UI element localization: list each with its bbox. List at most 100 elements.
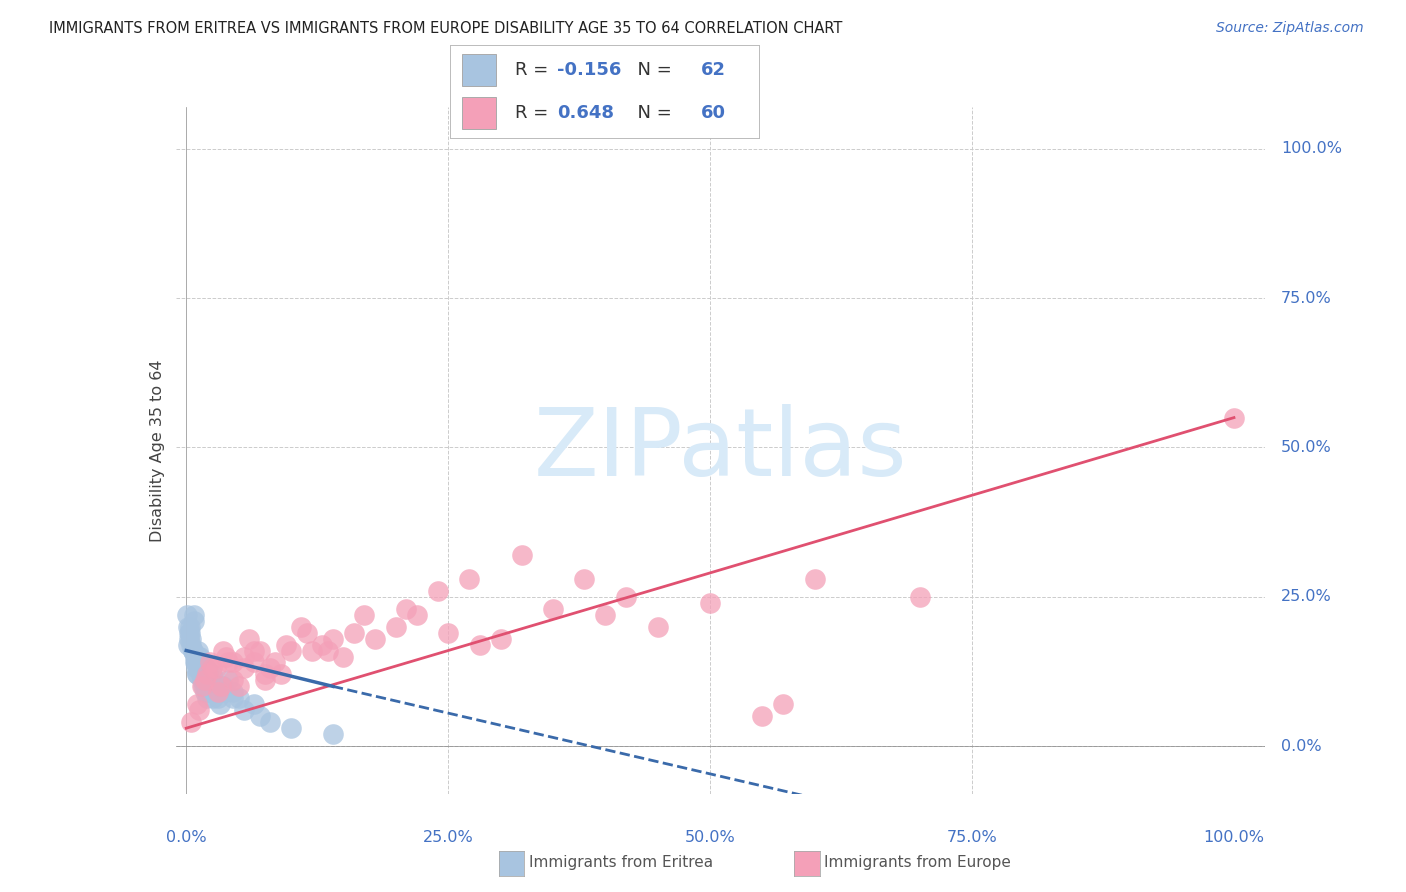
- Text: ZIPatlas: ZIPatlas: [534, 404, 907, 497]
- Point: [222, 685, 245, 699]
- Point: [243, 698, 266, 712]
- FancyBboxPatch shape: [463, 54, 496, 86]
- Text: Source: ZipAtlas.com: Source: ZipAtlas.com: [1216, 21, 1364, 35]
- Point: [647, 620, 669, 634]
- Point: [179, 632, 201, 646]
- Text: IMMIGRANTS FROM ERITREA VS IMMIGRANTS FROM EUROPE DISABILITY AGE 35 TO 64 CORREL: IMMIGRANTS FROM ERITREA VS IMMIGRANTS FR…: [49, 21, 842, 36]
- Point: [228, 691, 250, 706]
- Point: [270, 667, 292, 681]
- Point: [201, 667, 224, 681]
- Text: 50.0%: 50.0%: [1281, 440, 1331, 455]
- Point: [176, 607, 198, 622]
- Point: [232, 661, 254, 675]
- Point: [200, 685, 222, 699]
- Text: N =: N =: [626, 104, 678, 122]
- Point: [574, 572, 596, 586]
- Point: [183, 656, 205, 670]
- Point: [405, 607, 427, 622]
- Point: [191, 673, 214, 688]
- Text: R =: R =: [515, 104, 554, 122]
- Point: [191, 661, 214, 675]
- Point: [238, 632, 260, 646]
- Point: [191, 667, 214, 681]
- Point: [179, 620, 201, 634]
- Text: 0.0%: 0.0%: [1281, 739, 1322, 754]
- Point: [458, 572, 481, 586]
- Point: [207, 685, 229, 699]
- Point: [1223, 410, 1246, 425]
- Text: 25.0%: 25.0%: [423, 830, 474, 845]
- Point: [343, 625, 366, 640]
- Point: [200, 679, 222, 693]
- Point: [295, 625, 318, 640]
- Point: [184, 656, 207, 670]
- Point: [259, 661, 281, 675]
- Point: [772, 698, 794, 712]
- Point: [181, 643, 204, 657]
- Text: R =: R =: [515, 61, 554, 78]
- Point: [179, 625, 201, 640]
- Point: [200, 656, 222, 670]
- Text: 50.0%: 50.0%: [685, 830, 735, 845]
- Text: -0.156: -0.156: [557, 61, 621, 78]
- Point: [209, 679, 232, 693]
- Point: [195, 667, 218, 681]
- Point: [243, 643, 266, 657]
- Point: [180, 632, 202, 646]
- Point: [232, 649, 254, 664]
- Text: 100.0%: 100.0%: [1281, 141, 1343, 156]
- Point: [202, 691, 225, 706]
- Point: [259, 715, 281, 730]
- Point: [468, 638, 491, 652]
- Point: [183, 649, 205, 664]
- Point: [249, 643, 271, 657]
- Point: [208, 698, 231, 712]
- Point: [183, 607, 205, 622]
- Point: [437, 625, 460, 640]
- Point: [384, 620, 406, 634]
- Point: [187, 703, 209, 717]
- Point: [195, 685, 218, 699]
- Point: [908, 590, 931, 604]
- Point: [186, 698, 208, 712]
- Point: [489, 632, 512, 646]
- Point: [190, 656, 212, 670]
- Point: [194, 673, 217, 688]
- Point: [204, 685, 226, 699]
- Point: [274, 638, 297, 652]
- Point: [183, 614, 205, 628]
- Point: [179, 625, 201, 640]
- Point: [217, 656, 239, 670]
- Text: 25.0%: 25.0%: [1281, 590, 1331, 604]
- Point: [177, 620, 200, 634]
- Point: [177, 638, 200, 652]
- Text: 75.0%: 75.0%: [946, 830, 997, 845]
- Point: [222, 656, 245, 670]
- Point: [193, 673, 215, 688]
- Point: [180, 715, 202, 730]
- Point: [751, 709, 773, 723]
- Point: [541, 601, 564, 615]
- Point: [332, 649, 354, 664]
- Text: 0.0%: 0.0%: [166, 830, 207, 845]
- Point: [184, 661, 207, 675]
- Point: [187, 656, 209, 670]
- Point: [290, 620, 312, 634]
- Text: N =: N =: [626, 61, 678, 78]
- Point: [253, 673, 276, 688]
- Point: [215, 649, 238, 664]
- Point: [187, 643, 209, 657]
- Point: [194, 679, 217, 693]
- Point: [280, 721, 302, 735]
- Point: [187, 649, 209, 664]
- Point: [228, 679, 250, 693]
- Point: [222, 673, 245, 688]
- Point: [264, 656, 287, 670]
- Point: [699, 596, 721, 610]
- Point: [181, 643, 204, 657]
- Point: [195, 661, 218, 675]
- Point: [188, 661, 211, 675]
- Point: [197, 667, 219, 681]
- Point: [212, 643, 235, 657]
- Point: [614, 590, 637, 604]
